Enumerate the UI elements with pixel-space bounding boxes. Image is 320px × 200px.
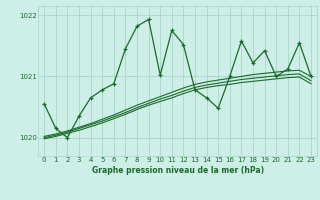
X-axis label: Graphe pression niveau de la mer (hPa): Graphe pression niveau de la mer (hPa)	[92, 166, 264, 175]
